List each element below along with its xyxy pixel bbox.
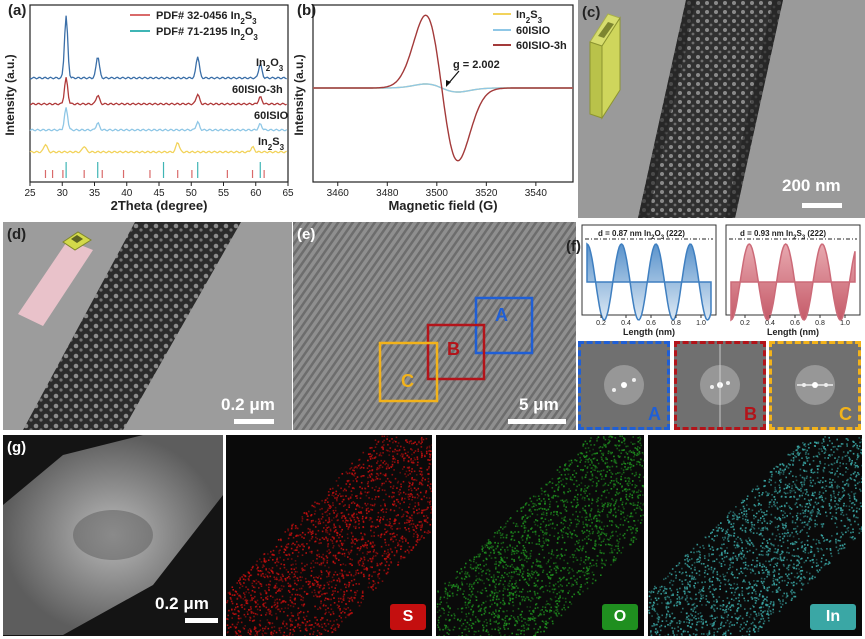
epr-xtick-label: 3500 bbox=[426, 188, 449, 199]
panel-a-label: (a) bbox=[8, 2, 27, 19]
epr-xtick-label: 3460 bbox=[327, 188, 350, 199]
xrd-series-line bbox=[29, 15, 287, 80]
tem-image-d bbox=[3, 222, 292, 430]
scale-bar-d bbox=[234, 419, 274, 424]
haadf-image bbox=[3, 435, 223, 636]
tem-image-c bbox=[578, 0, 865, 218]
xrd-xtick-label: 45 bbox=[153, 188, 165, 199]
fft-a: A bbox=[578, 341, 670, 430]
xrd-xtick-label: 55 bbox=[218, 188, 230, 199]
epr-legend-3: 60ISIO-3h bbox=[516, 40, 567, 52]
xrd-xtick-label: 50 bbox=[186, 188, 198, 199]
panel-f-label: (f) bbox=[566, 238, 581, 255]
region-label-b: B bbox=[447, 339, 460, 359]
scale-text-g: 0.2 μm bbox=[155, 594, 209, 613]
profile-xtick-label: 0.6 bbox=[646, 320, 656, 327]
epr-xtick-label: 3540 bbox=[525, 188, 548, 199]
panel-d-label: (d) bbox=[7, 226, 27, 243]
element-badge-in: In bbox=[810, 604, 856, 630]
xrd-xlabel: 2Theta (degree) bbox=[111, 198, 208, 213]
scale-bar-e bbox=[508, 419, 566, 424]
profile-xlabel-right: Length (nm) bbox=[767, 327, 819, 337]
epr-ylabel: Intensity (a.u.) bbox=[293, 54, 306, 135]
element-badge-s: S bbox=[390, 604, 426, 630]
xrd-label-60isio: 60ISIO bbox=[254, 110, 289, 122]
panel-b-label: (b) bbox=[297, 2, 317, 19]
xrd-label-60isio3h: 60ISIO-3h bbox=[232, 84, 283, 96]
eds-map-o: O bbox=[436, 435, 644, 636]
fft-b: B bbox=[674, 341, 766, 430]
scale-text-c: 200 nm bbox=[782, 176, 841, 195]
xrd-ylabel: Intensity (a.u.) bbox=[3, 54, 17, 135]
xrd-series-line bbox=[29, 107, 288, 132]
scale-bar-g bbox=[185, 618, 218, 623]
xrd-series-line bbox=[29, 141, 287, 154]
profile-xtick-label: 0.2 bbox=[596, 320, 606, 327]
scale-bar-c bbox=[802, 203, 842, 208]
epr-xtick-label: 3520 bbox=[475, 188, 498, 199]
xrd-chart: 25 30 35 40 45 50 55 60 65 2Theta (degree) Inten… bbox=[3, 4, 294, 213]
epr-legend-2: 60ISIO bbox=[516, 25, 551, 37]
profile-xtick-label: 0.2 bbox=[740, 320, 750, 327]
profile-xtick-label: 0.4 bbox=[621, 320, 631, 327]
profile-xtick-label: 1.0 bbox=[696, 320, 706, 327]
coated-tube-schematic-icon bbox=[18, 231, 93, 326]
hrtem-image-e bbox=[293, 222, 576, 430]
xrd-xtick-label: 30 bbox=[57, 188, 69, 199]
fft-c: C bbox=[769, 341, 861, 430]
xrd-legend-1: PDF# 32-0456 In2S3 bbox=[156, 10, 257, 26]
profile-xtick-label: 0.6 bbox=[790, 320, 800, 327]
profile-xtick-label: 0.4 bbox=[765, 320, 775, 327]
xrd-legend-2: PDF# 71-2195 In2O3 bbox=[156, 26, 258, 42]
scale-text-d: 0.2 μm bbox=[221, 395, 275, 414]
epr-series-line bbox=[313, 14, 573, 162]
xrd-xtick-label: 25 bbox=[24, 188, 36, 199]
panel-g-label: (g) bbox=[7, 439, 27, 456]
panel-e-label: (e) bbox=[297, 226, 316, 243]
epr-chart: 3460 3480 3500 3520 3540 Magnetic field (G) … bbox=[293, 4, 574, 213]
epr-annotation: g = 2.002 bbox=[453, 59, 500, 71]
xrd-xtick-label: 65 bbox=[282, 188, 294, 199]
profile-xtick-label: 0.8 bbox=[815, 320, 825, 327]
scale-text-e: 5 μm bbox=[519, 395, 559, 414]
profile-xtick-label: 1.0 bbox=[840, 320, 850, 327]
eds-map-s: S bbox=[226, 435, 432, 636]
xrd-label-in2o3: In2O3 bbox=[256, 57, 284, 73]
panel-c-label: (c) bbox=[582, 4, 601, 21]
fft-label-c: C bbox=[839, 404, 852, 424]
xrd-xtick-label: 35 bbox=[89, 188, 101, 199]
fft-label-a: A bbox=[648, 404, 661, 424]
element-badge-o: O bbox=[602, 604, 638, 630]
tube-schematic-icon bbox=[589, 13, 621, 120]
xrd-xtick-label: 60 bbox=[250, 188, 262, 199]
epr-xlabel: Magnetic field (G) bbox=[388, 198, 497, 213]
eds-map-in: In bbox=[648, 435, 862, 636]
xrd-xtick-label: 40 bbox=[121, 188, 133, 199]
profile-xtick-label: 0.8 bbox=[671, 320, 681, 327]
region-label-a: A bbox=[495, 305, 508, 325]
fft-label-b: B bbox=[744, 404, 757, 424]
xrd-series-line bbox=[29, 77, 287, 106]
epr-legend-1: In2S3 bbox=[516, 9, 543, 25]
profile-xlabel-left: Length (nm) bbox=[623, 327, 675, 337]
region-label-c: C bbox=[401, 371, 414, 391]
epr-xtick-label: 3480 bbox=[376, 188, 399, 199]
xrd-label-in2s3: In2S3 bbox=[258, 136, 285, 152]
line-profiles: d = 0.87 nm In2O3 (222) d = 0.93 nm In2S… bbox=[581, 224, 861, 337]
